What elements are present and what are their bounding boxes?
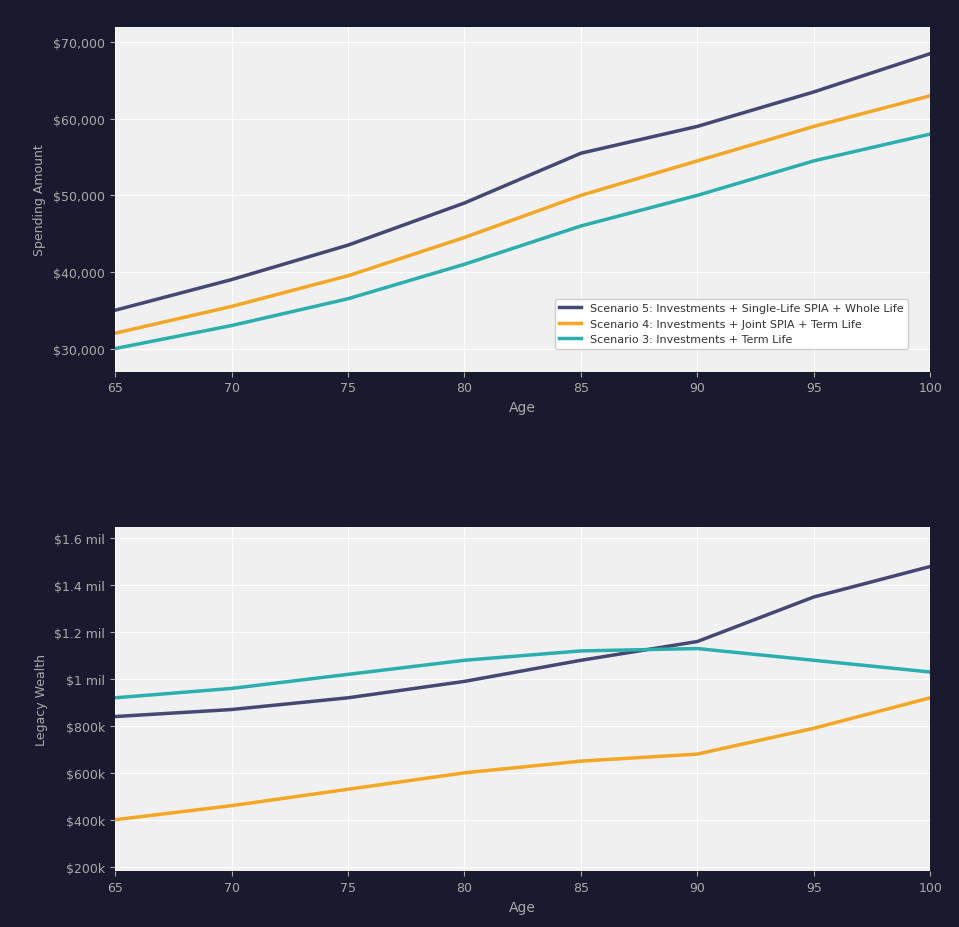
Legend: Scenario 5: Investments + Single-Life SPIA + Whole Life, Scenario 4: Investments: Scenario 5: Investments + Single-Life SP…	[554, 299, 908, 349]
Scenario 4: Investments + Joint SPIA + Term Life: (100, 9.2e+05): Investments + Joint SPIA + Term Life: (1…	[924, 692, 936, 704]
X-axis label: Age: Age	[509, 899, 536, 914]
Scenario 5: Investments + Single-Life SPIA + Whole Life: (65, 8.4e+05): Investments + Single-Life SPIA + Whole L…	[109, 711, 121, 722]
Scenario 4: Investments + Joint SPIA + Term Life: (100, 6.3e+04): Investments + Joint SPIA + Term Life: (1…	[924, 91, 936, 102]
Scenario 3: Investments + Term Life: (85, 1.12e+06): Investments + Term Life: (85, 1.12e+06)	[575, 645, 587, 656]
Scenario 3: Investments + Term Life: (95, 5.45e+04): Investments + Term Life: (95, 5.45e+04)	[808, 156, 820, 167]
Scenario 5: Investments + Single-Life SPIA + Whole Life: (85, 5.55e+04): Investments + Single-Life SPIA + Whole L…	[575, 148, 587, 159]
Scenario 5: Investments + Single-Life SPIA + Whole Life: (75, 9.2e+05): Investments + Single-Life SPIA + Whole L…	[342, 692, 354, 704]
Scenario 5: Investments + Single-Life SPIA + Whole Life: (80, 9.9e+05): Investments + Single-Life SPIA + Whole L…	[458, 676, 470, 687]
Scenario 5: Investments + Single-Life SPIA + Whole Life: (70, 8.7e+05): Investments + Single-Life SPIA + Whole L…	[225, 705, 237, 716]
Scenario 3: Investments + Term Life: (95, 1.08e+06): Investments + Term Life: (95, 1.08e+06)	[808, 655, 820, 667]
Scenario 4: Investments + Joint SPIA + Term Life: (90, 5.45e+04): Investments + Joint SPIA + Term Life: (9…	[691, 156, 703, 167]
Scenario 5: Investments + Single-Life SPIA + Whole Life: (95, 1.35e+06): Investments + Single-Life SPIA + Whole L…	[808, 591, 820, 603]
Line: Scenario 3: Investments + Term Life: Scenario 3: Investments + Term Life	[115, 649, 930, 698]
Scenario 3: Investments + Term Life: (65, 9.2e+05): Investments + Term Life: (65, 9.2e+05)	[109, 692, 121, 704]
Y-axis label: Spending Amount: Spending Amount	[34, 145, 46, 256]
Scenario 3: Investments + Term Life: (75, 1.02e+06): Investments + Term Life: (75, 1.02e+06)	[342, 669, 354, 680]
Scenario 4: Investments + Joint SPIA + Term Life: (75, 5.3e+05): Investments + Joint SPIA + Term Life: (7…	[342, 784, 354, 795]
Scenario 3: Investments + Term Life: (70, 3.3e+04): Investments + Term Life: (70, 3.3e+04)	[225, 321, 237, 332]
Scenario 3: Investments + Term Life: (80, 4.1e+04): Investments + Term Life: (80, 4.1e+04)	[458, 260, 470, 271]
Scenario 5: Investments + Single-Life SPIA + Whole Life: (85, 1.08e+06): Investments + Single-Life SPIA + Whole L…	[575, 655, 587, 667]
Scenario 5: Investments + Single-Life SPIA + Whole Life: (100, 6.85e+04): Investments + Single-Life SPIA + Whole L…	[924, 49, 936, 60]
Scenario 5: Investments + Single-Life SPIA + Whole Life: (90, 1.16e+06): Investments + Single-Life SPIA + Whole L…	[691, 636, 703, 647]
Scenario 4: Investments + Joint SPIA + Term Life: (80, 4.45e+04): Investments + Joint SPIA + Term Life: (8…	[458, 233, 470, 244]
Scenario 5: Investments + Single-Life SPIA + Whole Life: (100, 1.48e+06): Investments + Single-Life SPIA + Whole L…	[924, 562, 936, 573]
Scenario 4: Investments + Joint SPIA + Term Life: (85, 6.5e+05): Investments + Joint SPIA + Term Life: (8…	[575, 756, 587, 767]
Line: Scenario 4: Investments + Joint SPIA + Term Life: Scenario 4: Investments + Joint SPIA + T…	[115, 698, 930, 819]
Scenario 3: Investments + Term Life: (100, 5.8e+04): Investments + Term Life: (100, 5.8e+04)	[924, 130, 936, 141]
Scenario 5: Investments + Single-Life SPIA + Whole Life: (95, 6.35e+04): Investments + Single-Life SPIA + Whole L…	[808, 87, 820, 98]
Scenario 5: Investments + Single-Life SPIA + Whole Life: (70, 3.9e+04): Investments + Single-Life SPIA + Whole L…	[225, 274, 237, 286]
X-axis label: Age: Age	[509, 400, 536, 414]
Line: Scenario 5: Investments + Single-Life SPIA + Whole Life: Scenario 5: Investments + Single-Life SP…	[115, 55, 930, 311]
Scenario 5: Investments + Single-Life SPIA + Whole Life: (80, 4.9e+04): Investments + Single-Life SPIA + Whole L…	[458, 198, 470, 210]
Scenario 3: Investments + Term Life: (70, 9.6e+05): Investments + Term Life: (70, 9.6e+05)	[225, 683, 237, 694]
Scenario 4: Investments + Joint SPIA + Term Life: (85, 5e+04): Investments + Joint SPIA + Term Life: (8…	[575, 191, 587, 202]
Scenario 3: Investments + Term Life: (65, 3e+04): Investments + Term Life: (65, 3e+04)	[109, 344, 121, 355]
Scenario 4: Investments + Joint SPIA + Term Life: (75, 3.95e+04): Investments + Joint SPIA + Term Life: (7…	[342, 271, 354, 282]
Scenario 4: Investments + Joint SPIA + Term Life: (90, 6.8e+05): Investments + Joint SPIA + Term Life: (9…	[691, 749, 703, 760]
Scenario 3: Investments + Term Life: (100, 1.03e+06): Investments + Term Life: (100, 1.03e+06)	[924, 667, 936, 678]
Scenario 4: Investments + Joint SPIA + Term Life: (95, 7.9e+05): Investments + Joint SPIA + Term Life: (9…	[808, 723, 820, 734]
Scenario 5: Investments + Single-Life SPIA + Whole Life: (90, 5.9e+04): Investments + Single-Life SPIA + Whole L…	[691, 121, 703, 133]
Scenario 4: Investments + Joint SPIA + Term Life: (80, 6e+05): Investments + Joint SPIA + Term Life: (8…	[458, 768, 470, 779]
Line: Scenario 5: Investments + Single-Life SPIA + Whole Life: Scenario 5: Investments + Single-Life SP…	[115, 567, 930, 717]
Scenario 5: Investments + Single-Life SPIA + Whole Life: (65, 3.5e+04): Investments + Single-Life SPIA + Whole L…	[109, 305, 121, 316]
Scenario 4: Investments + Joint SPIA + Term Life: (65, 4e+05): Investments + Joint SPIA + Term Life: (6…	[109, 814, 121, 825]
Scenario 3: Investments + Term Life: (80, 1.08e+06): Investments + Term Life: (80, 1.08e+06)	[458, 655, 470, 667]
Scenario 4: Investments + Joint SPIA + Term Life: (70, 3.55e+04): Investments + Joint SPIA + Term Life: (7…	[225, 301, 237, 312]
Scenario 3: Investments + Term Life: (90, 1.13e+06): Investments + Term Life: (90, 1.13e+06)	[691, 643, 703, 654]
Scenario 4: Investments + Joint SPIA + Term Life: (95, 5.9e+04): Investments + Joint SPIA + Term Life: (9…	[808, 121, 820, 133]
Scenario 4: Investments + Joint SPIA + Term Life: (65, 3.2e+04): Investments + Joint SPIA + Term Life: (6…	[109, 328, 121, 339]
Y-axis label: Legacy Wealth: Legacy Wealth	[35, 654, 48, 745]
Scenario 3: Investments + Term Life: (75, 3.65e+04): Investments + Term Life: (75, 3.65e+04)	[342, 294, 354, 305]
Scenario 3: Investments + Term Life: (90, 5e+04): Investments + Term Life: (90, 5e+04)	[691, 191, 703, 202]
Scenario 3: Investments + Term Life: (85, 4.6e+04): Investments + Term Life: (85, 4.6e+04)	[575, 222, 587, 233]
Line: Scenario 4: Investments + Joint SPIA + Term Life: Scenario 4: Investments + Joint SPIA + T…	[115, 96, 930, 334]
Scenario 5: Investments + Single-Life SPIA + Whole Life: (75, 4.35e+04): Investments + Single-Life SPIA + Whole L…	[342, 240, 354, 251]
Line: Scenario 3: Investments + Term Life: Scenario 3: Investments + Term Life	[115, 135, 930, 349]
Scenario 4: Investments + Joint SPIA + Term Life: (70, 4.6e+05): Investments + Joint SPIA + Term Life: (7…	[225, 800, 237, 811]
